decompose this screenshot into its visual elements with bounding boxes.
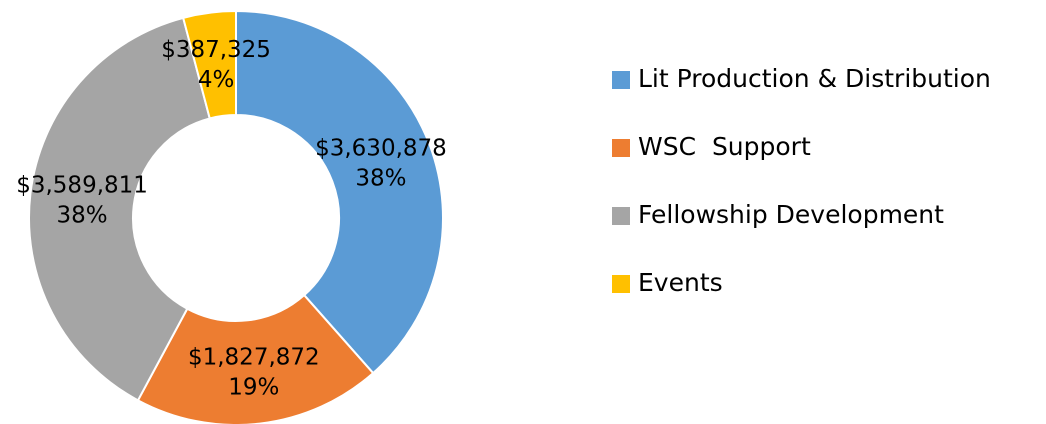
legend-label: Events xyxy=(638,268,723,297)
donut-slice xyxy=(235,9,444,375)
percent-label: 38% xyxy=(355,166,406,192)
value-label: $3,589,811 xyxy=(16,172,148,198)
legend-label: Lit Production & Distribution xyxy=(638,64,991,93)
legend-swatch xyxy=(612,275,630,293)
percent-label: 4% xyxy=(198,67,235,93)
donut-slice xyxy=(28,16,211,402)
legend-swatch xyxy=(612,71,630,89)
percent-label: 38% xyxy=(57,202,108,228)
value-label: $387,325 xyxy=(161,37,271,63)
donut-slice xyxy=(181,9,237,120)
percent-label: 19% xyxy=(228,374,279,400)
legend-swatch xyxy=(612,139,630,157)
legend-label: Fellowship Development xyxy=(638,200,944,229)
value-label: $3,630,878 xyxy=(315,136,447,162)
legend-swatch xyxy=(612,207,630,225)
donut-slice xyxy=(136,293,375,424)
legend-label: WSC Support xyxy=(638,132,811,161)
value-label: $1,827,872 xyxy=(188,344,320,370)
